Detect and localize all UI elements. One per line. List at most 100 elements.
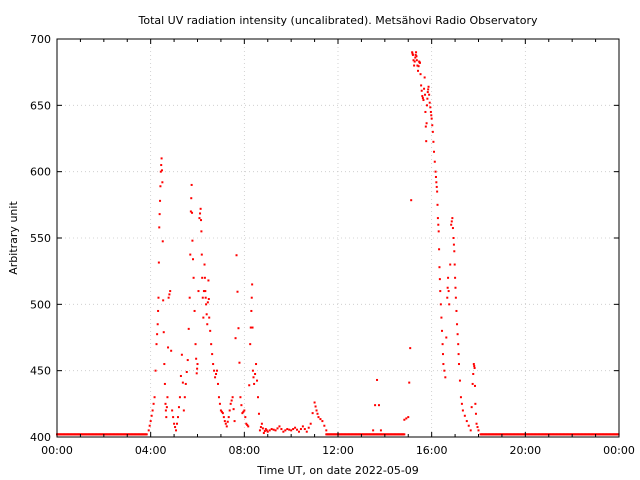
data-point bbox=[203, 276, 206, 279]
data-point bbox=[157, 261, 160, 264]
data-point bbox=[245, 422, 248, 425]
data-point bbox=[447, 290, 450, 293]
data-point bbox=[325, 429, 328, 432]
data-point bbox=[280, 428, 283, 431]
data-point bbox=[262, 432, 265, 435]
data-point bbox=[321, 420, 324, 423]
data-point bbox=[187, 327, 190, 330]
data-point bbox=[251, 326, 254, 329]
data-point bbox=[188, 296, 191, 299]
data-point bbox=[205, 313, 208, 316]
data-point bbox=[206, 301, 209, 304]
data-point bbox=[159, 185, 162, 188]
x-tick-label: 16:00 bbox=[416, 444, 448, 457]
data-point bbox=[152, 402, 155, 405]
data-point bbox=[241, 412, 244, 415]
data-point bbox=[168, 293, 171, 296]
data-point bbox=[177, 406, 180, 409]
data-point bbox=[170, 349, 173, 352]
data-point bbox=[156, 333, 159, 336]
data-point bbox=[467, 424, 470, 427]
data-point bbox=[416, 64, 419, 67]
data-point bbox=[307, 426, 310, 429]
data-point bbox=[247, 425, 250, 428]
data-point bbox=[452, 243, 455, 246]
data-point bbox=[317, 416, 320, 419]
data-point bbox=[403, 418, 406, 421]
data-point bbox=[403, 433, 406, 436]
data-point bbox=[437, 223, 440, 226]
data-point bbox=[189, 253, 192, 256]
data-point bbox=[233, 420, 236, 423]
data-point bbox=[167, 296, 170, 299]
data-point bbox=[260, 422, 263, 425]
data-point bbox=[423, 87, 426, 90]
data-point bbox=[161, 240, 164, 243]
data-point bbox=[232, 408, 235, 411]
data-point bbox=[169, 290, 172, 293]
y-axis-ticks: 400 450 500 550 600 650 700 bbox=[30, 33, 619, 444]
data-point bbox=[453, 250, 456, 253]
x-tick-label: 04:00 bbox=[135, 444, 167, 457]
data-point bbox=[228, 409, 231, 412]
data-point bbox=[206, 323, 209, 326]
data-point bbox=[207, 279, 210, 282]
data-point bbox=[477, 429, 480, 432]
data-point bbox=[436, 190, 439, 193]
data-point bbox=[190, 197, 193, 200]
data-point bbox=[473, 365, 476, 368]
data-point bbox=[446, 286, 449, 289]
data-point bbox=[158, 226, 161, 229]
data-point bbox=[244, 416, 247, 419]
data-point bbox=[457, 353, 460, 356]
x-tick-label: 12:00 bbox=[322, 444, 354, 457]
data-point bbox=[473, 367, 476, 370]
data-point bbox=[412, 59, 415, 62]
data-point bbox=[438, 248, 441, 251]
data-point bbox=[425, 140, 428, 143]
data-point bbox=[451, 217, 454, 220]
data-point bbox=[425, 122, 428, 125]
chart-title: Total UV radiation intensity (uncalibrat… bbox=[138, 14, 538, 27]
data-point bbox=[426, 97, 429, 100]
data-point bbox=[249, 343, 252, 346]
data-point bbox=[313, 401, 316, 404]
data-point bbox=[427, 85, 430, 88]
data-point bbox=[427, 88, 430, 91]
data-point bbox=[246, 424, 249, 427]
grid-lines bbox=[57, 39, 619, 437]
data-point bbox=[148, 424, 151, 427]
data-point bbox=[434, 170, 437, 173]
data-point bbox=[160, 169, 163, 172]
data-point bbox=[323, 424, 326, 427]
data-point bbox=[258, 429, 261, 432]
data-point bbox=[231, 396, 234, 399]
data-point bbox=[261, 427, 264, 430]
data-point bbox=[465, 420, 468, 423]
data-point bbox=[171, 409, 174, 412]
data-point bbox=[469, 429, 472, 432]
data-point bbox=[219, 409, 222, 412]
data-point bbox=[263, 430, 266, 433]
data-point bbox=[428, 101, 431, 104]
data-point bbox=[430, 117, 433, 120]
data-point bbox=[159, 199, 162, 202]
data-point bbox=[418, 61, 421, 64]
data-point bbox=[183, 396, 186, 399]
data-point bbox=[182, 409, 185, 412]
data-point bbox=[441, 353, 444, 356]
data-point bbox=[474, 412, 477, 415]
data-point bbox=[200, 253, 203, 256]
data-point bbox=[227, 416, 230, 419]
data-point bbox=[438, 278, 441, 281]
data-point bbox=[439, 303, 442, 306]
data-point bbox=[185, 370, 188, 373]
data-point bbox=[200, 230, 203, 233]
data-point bbox=[425, 104, 428, 107]
data-point bbox=[374, 404, 377, 407]
data-point bbox=[195, 357, 198, 360]
y-tick-label: 400 bbox=[30, 431, 51, 444]
x-tick-label: 00:00 bbox=[603, 444, 635, 457]
data-point bbox=[284, 429, 287, 432]
data-point bbox=[428, 93, 431, 96]
